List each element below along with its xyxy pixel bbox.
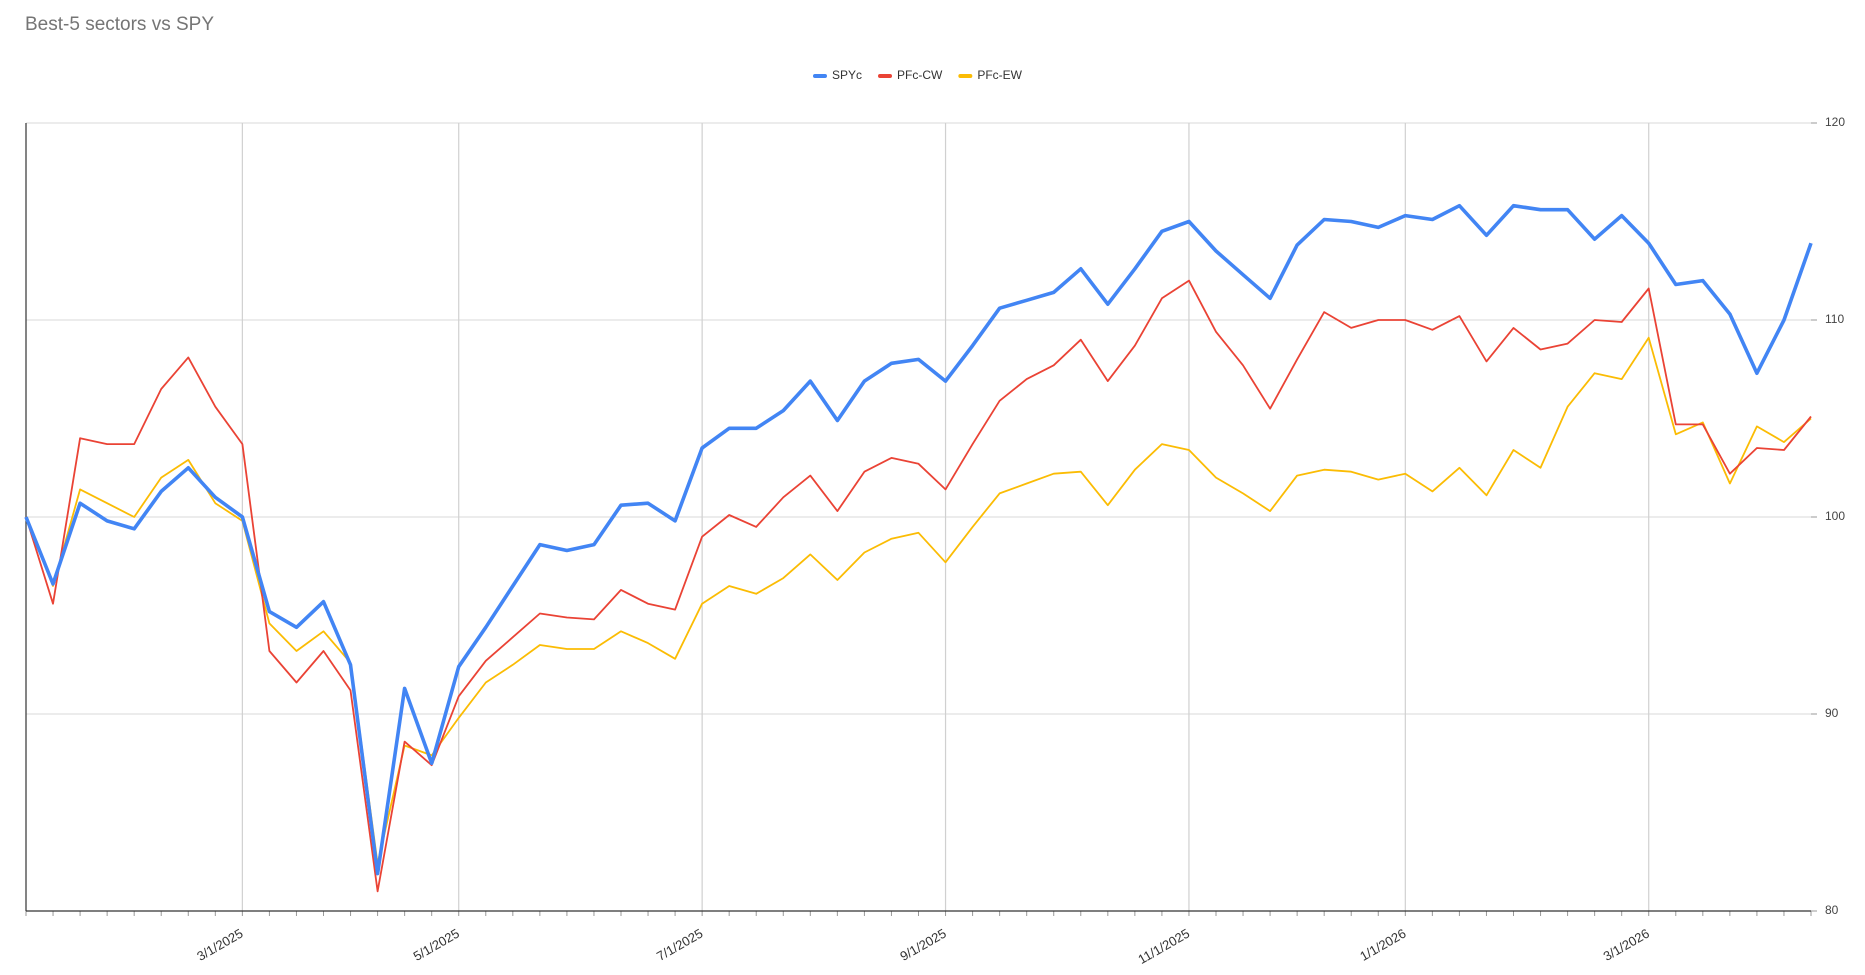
- x-tick-label: 9/1/2025: [897, 926, 948, 964]
- legend-item: PFc-EW: [958, 68, 1023, 82]
- x-tick-label: 11/1/2025: [1135, 926, 1192, 967]
- series-line: [25, 279, 1812, 893]
- y-tick-label: 120: [1825, 115, 1845, 129]
- y-tick-label: 80: [1825, 903, 1839, 917]
- y-tick-label: 100: [1825, 509, 1845, 523]
- legend: SPYc PFc-CW PFc-EW: [812, 68, 1023, 82]
- legend-item: PFc-CW: [878, 68, 943, 82]
- plot: [24, 203, 1813, 893]
- y-tick-label: 110: [1825, 312, 1844, 326]
- x-tick-label: 5/1/2025: [411, 926, 462, 964]
- series-line: [25, 336, 1812, 865]
- legend-label: PFc-EW: [977, 68, 1022, 82]
- grid: 80 90 100 110 120 3/1/2025 5/1/2025 7/1/2025 9/1…: [25, 115, 1845, 967]
- x-tick-label: 1/1/2026: [1357, 926, 1408, 964]
- x-tick-label: 7/1/2025: [654, 926, 705, 964]
- legend-item: SPYc: [812, 68, 862, 82]
- x-tick-label: 3/1/2026: [1601, 926, 1652, 964]
- chart-title: Best-5 sectors vs SPY: [25, 14, 214, 35]
- x-tick-label: 3/1/2025: [194, 926, 245, 964]
- y-tick-label: 90: [1825, 706, 1839, 720]
- legend-label: SPYc: [832, 68, 862, 82]
- series-line: [24, 203, 1813, 876]
- legend-label: PFc-CW: [897, 68, 943, 82]
